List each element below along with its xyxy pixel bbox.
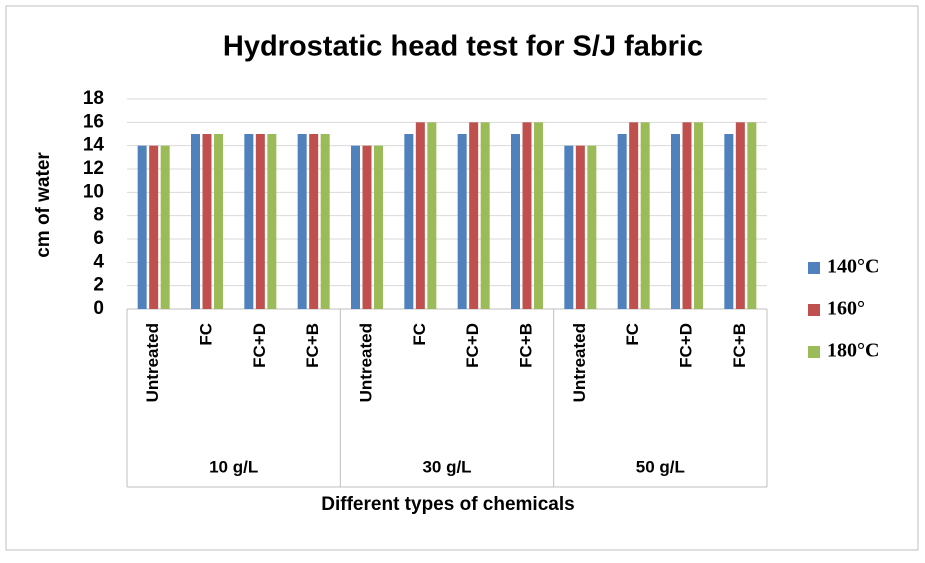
bar bbox=[309, 134, 319, 309]
bar bbox=[617, 134, 627, 309]
group-label: 50 g/L bbox=[636, 457, 685, 476]
x-tick-label: FC+B bbox=[303, 323, 322, 368]
x-tick-label: FC+B bbox=[516, 323, 535, 368]
chart-title: Hydrostatic head test for S/J fabric bbox=[223, 31, 703, 63]
y-tick-label: 12 bbox=[83, 158, 104, 179]
bar bbox=[214, 134, 223, 309]
y-tick-label: 0 bbox=[93, 298, 104, 319]
bar bbox=[564, 145, 574, 309]
bar bbox=[480, 122, 490, 309]
x-tick-label: FC+D bbox=[463, 323, 482, 368]
bar bbox=[534, 122, 543, 309]
bar bbox=[724, 134, 734, 309]
y-tick-label: 4 bbox=[93, 251, 104, 272]
bar bbox=[244, 134, 254, 309]
bar bbox=[255, 134, 265, 309]
bar bbox=[320, 134, 330, 309]
x-tick-label: FC+B bbox=[730, 323, 749, 368]
bar bbox=[629, 122, 639, 309]
y-axis-title: cm of water bbox=[33, 152, 54, 258]
x-tick-label: Untreated bbox=[570, 323, 589, 402]
bar bbox=[374, 145, 383, 309]
x-tick-label: FC bbox=[196, 323, 215, 346]
x-axis-title: Different types of chemicals bbox=[321, 494, 574, 515]
x-tick-label: Untreated bbox=[356, 323, 375, 402]
bar bbox=[191, 134, 200, 309]
x-tick-label: FC bbox=[623, 323, 642, 346]
bar bbox=[160, 145, 170, 309]
group-label: 10 g/L bbox=[209, 457, 258, 476]
bar bbox=[469, 122, 479, 309]
legend-label: 140°C bbox=[827, 256, 879, 278]
legend-label: 160° bbox=[827, 298, 865, 320]
bar bbox=[362, 145, 372, 309]
bar bbox=[671, 134, 680, 309]
x-tick-label: FC+D bbox=[250, 323, 269, 368]
bar bbox=[404, 134, 414, 309]
y-tick-label: 8 bbox=[93, 205, 104, 226]
bar bbox=[735, 122, 745, 309]
bar bbox=[587, 145, 597, 309]
x-tick-label: FC+D bbox=[676, 323, 695, 368]
bar bbox=[575, 145, 585, 309]
bar bbox=[694, 122, 703, 309]
y-tick-label: 14 bbox=[83, 135, 105, 156]
bar bbox=[682, 122, 692, 309]
y-tick-label: 10 bbox=[83, 181, 104, 202]
bar bbox=[522, 122, 532, 309]
bar bbox=[457, 134, 467, 309]
legend-label: 180°C bbox=[827, 340, 879, 362]
bar bbox=[427, 122, 437, 309]
legend-swatch bbox=[808, 262, 820, 274]
bar bbox=[202, 134, 212, 309]
bar bbox=[511, 134, 520, 309]
y-tick-label: 18 bbox=[83, 88, 104, 109]
bar bbox=[640, 122, 650, 309]
bar bbox=[415, 122, 425, 309]
y-tick-label: 16 bbox=[83, 111, 104, 132]
group-label: 30 g/L bbox=[422, 457, 471, 476]
bar bbox=[149, 145, 159, 309]
legend-swatch bbox=[808, 304, 820, 316]
x-tick-label: FC bbox=[410, 323, 429, 346]
bar bbox=[297, 134, 307, 309]
bar bbox=[137, 145, 147, 309]
bar bbox=[351, 145, 360, 309]
y-tick-label: 6 bbox=[93, 228, 104, 249]
legend-swatch bbox=[808, 346, 820, 358]
x-tick-label: Untreated bbox=[143, 323, 162, 402]
bar bbox=[267, 134, 277, 309]
bar bbox=[747, 122, 757, 309]
y-tick-label: 2 bbox=[93, 275, 104, 296]
